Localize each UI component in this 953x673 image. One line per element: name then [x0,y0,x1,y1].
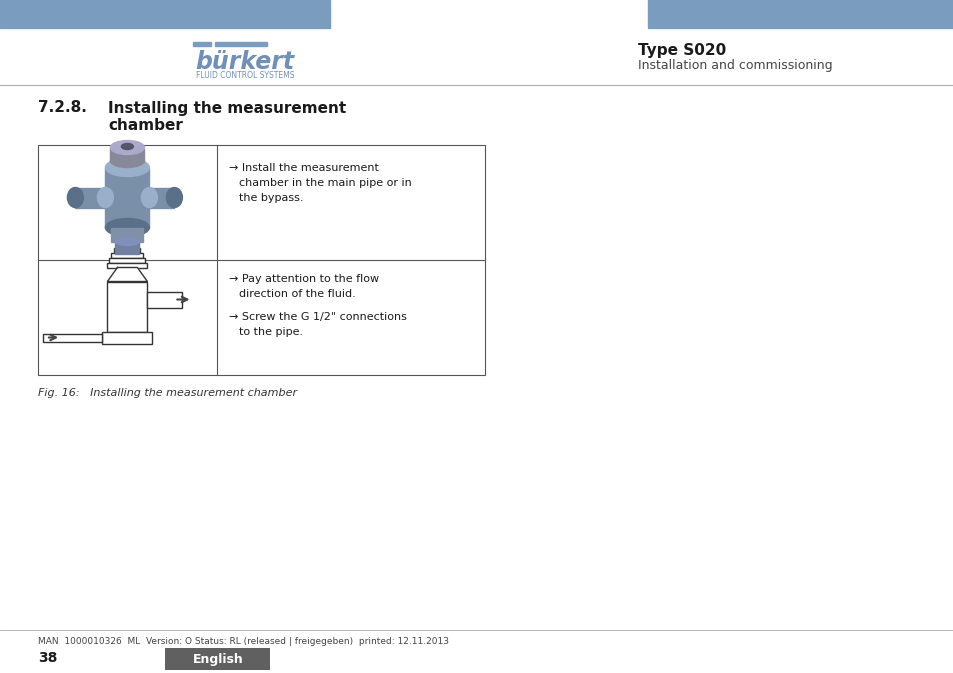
Ellipse shape [166,188,182,207]
Text: 38: 38 [38,651,57,665]
Ellipse shape [111,153,144,168]
Bar [193,42,211,46]
Text: Type S020: Type S020 [638,42,725,57]
Bar [0,0,330,28]
Bar [75,188,105,207]
Bar [111,147,144,162]
Bar [108,262,148,267]
Ellipse shape [68,188,83,207]
Bar [117,242,137,248]
Text: Fig. 16:   Installing the measurement chamber: Fig. 16: Installing the measurement cham… [38,388,296,398]
Bar [148,291,182,308]
Ellipse shape [105,219,150,236]
Text: chamber: chamber [108,118,183,133]
Bar [110,258,145,262]
Text: Installing the measurement: Installing the measurement [108,100,346,116]
Bar [38,145,484,375]
Text: English: English [193,653,243,666]
Ellipse shape [141,188,157,207]
Polygon shape [108,267,148,281]
Bar [114,248,140,252]
Bar [214,42,267,46]
Text: chamber in the main pipe or in: chamber in the main pipe or in [238,178,411,188]
Bar [112,227,143,242]
Bar [108,281,148,332]
Text: bürkert: bürkert [195,50,294,74]
Ellipse shape [121,143,133,149]
Ellipse shape [115,238,139,246]
Bar [115,242,139,254]
Text: to the pipe.: to the pipe. [238,327,303,337]
Bar [112,252,143,258]
Text: → Screw the G 1/2" connections: → Screw the G 1/2" connections [229,312,406,322]
Bar [165,648,270,670]
Text: direction of the fluid.: direction of the fluid. [238,289,355,299]
Bar [150,188,174,207]
Text: FLUID CONTROL SYSTEMS: FLUID CONTROL SYSTEMS [195,71,294,79]
Text: 7.2.8.: 7.2.8. [38,100,87,116]
Text: → Pay attention to the flow: → Pay attention to the flow [229,274,378,284]
Ellipse shape [105,159,150,176]
Ellipse shape [111,141,144,155]
Text: the bypass.: the bypass. [238,193,303,203]
Bar [105,168,150,227]
Ellipse shape [97,188,113,207]
Bar [43,334,102,341]
Bar [647,0,953,28]
Text: MAN  1000010326  ML  Version: O Status: RL (released | freigegeben)  printed: 12: MAN 1000010326 ML Version: O Status: RL … [38,637,449,645]
Text: → Install the measurement: → Install the measurement [229,163,378,173]
Bar [102,332,152,343]
Text: Installation and commissioning: Installation and commissioning [638,59,832,73]
